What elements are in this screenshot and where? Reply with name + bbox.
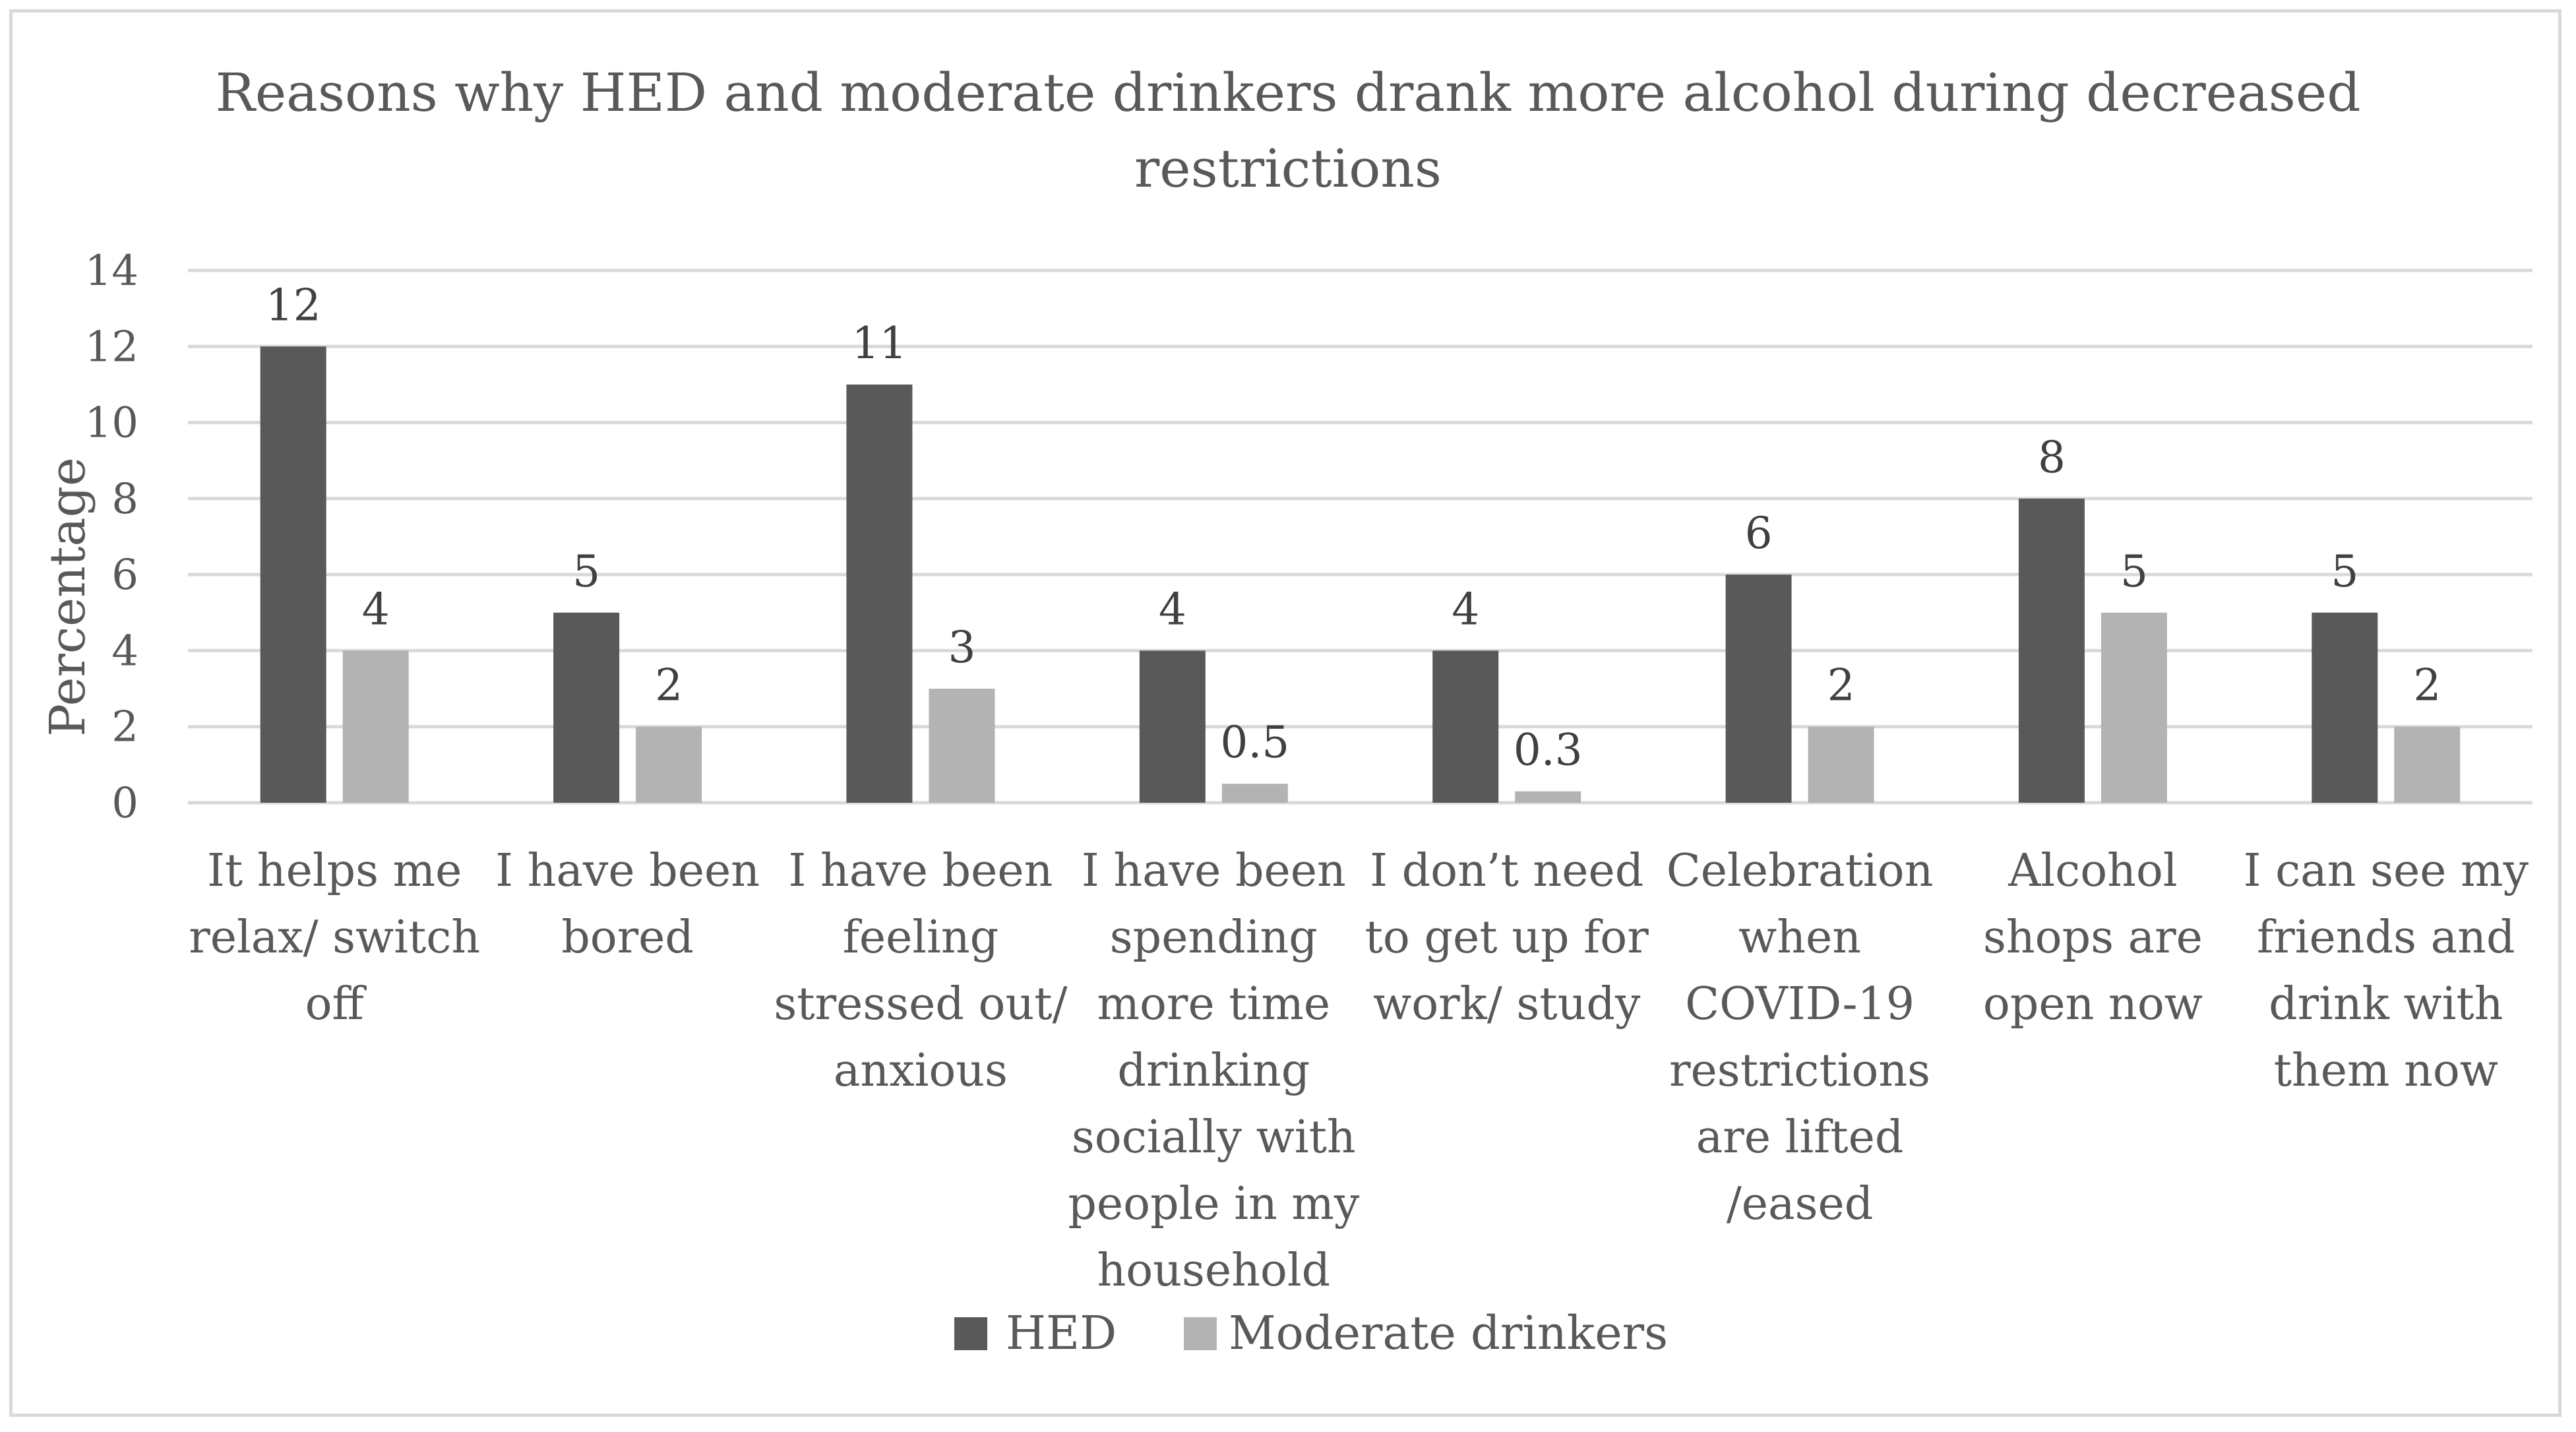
category-label-line: when	[1738, 912, 1861, 964]
data-label-moderate: 0.3	[1514, 725, 1583, 776]
bar-hed	[553, 612, 620, 803]
category-label-line: work/ study	[1373, 978, 1641, 1030]
legend: HED Moderate drinkers	[954, 1306, 1668, 1360]
y-tick-label: 14	[85, 247, 138, 296]
data-label-moderate: 2	[1827, 660, 1855, 711]
bar-moderate	[636, 726, 702, 803]
y-axis-title: Percentage	[40, 457, 96, 737]
y-tick-label: 2	[111, 703, 138, 752]
data-label-moderate: 2	[2413, 660, 2441, 711]
y-tick-label: 10	[85, 399, 138, 448]
y-tick-label: 6	[111, 551, 138, 600]
bar-moderate	[1221, 784, 1288, 803]
category-label-line: friends and	[2257, 912, 2515, 964]
chart-title: Reasons why HED and moderate drinkers dr…	[216, 62, 2361, 199]
y-tick-label: 0	[111, 779, 138, 828]
bars	[260, 346, 2461, 803]
y-tick-label: 12	[85, 323, 138, 371]
category-label-line: anxious	[834, 1045, 1008, 1097]
data-label-moderate: 3	[948, 622, 975, 673]
bar-hed	[2312, 612, 2378, 803]
category-label-line: drinking	[1117, 1045, 1310, 1097]
data-label-moderate: 0.5	[1220, 717, 1289, 768]
category-label-line: shops are	[1983, 912, 2203, 964]
category-label-line: Alcohol	[2008, 845, 2177, 897]
category-label-line: relax/ switch	[189, 912, 480, 964]
data-labels: 12 4 5 2 11 3 4 0.5 4 0.3 6 2 8 5 5 2	[266, 280, 2441, 775]
legend-label-moderate: Moderate drinkers	[1229, 1306, 1668, 1360]
data-label-hed: 11	[851, 318, 907, 369]
y-tick-label: 4	[111, 627, 138, 675]
category-label-line: stressed out/	[774, 978, 1067, 1030]
legend-swatch-moderate	[1184, 1317, 1217, 1350]
bar-hed	[1725, 575, 1792, 803]
category-label-line: off	[305, 978, 367, 1030]
bar-moderate	[2394, 726, 2461, 803]
bar-hed	[2018, 498, 2085, 803]
category-label-line: I have been	[495, 845, 760, 897]
data-label-moderate: 2	[655, 660, 683, 711]
legend-swatch-hed	[954, 1317, 987, 1350]
category-label-line: feeling	[843, 912, 998, 964]
legend-label-hed: HED	[1006, 1306, 1117, 1360]
category-label-line: them now	[2274, 1045, 2498, 1097]
data-label-hed: 8	[2038, 432, 2066, 483]
category-label-line: more time	[1097, 978, 1331, 1030]
category-label-line: It helps me	[207, 845, 462, 897]
category-label-line: I have been	[788, 845, 1053, 897]
data-label-hed: 5	[572, 546, 600, 597]
category-label-line: bored	[561, 912, 694, 964]
data-label-hed: 4	[1452, 584, 1479, 635]
bar-moderate	[2101, 612, 2167, 803]
data-label-hed: 12	[266, 280, 321, 330]
category-label-line: socially with	[1072, 1111, 1356, 1164]
y-tick-label: 8	[111, 475, 138, 524]
category-label-line: Celebration	[1667, 845, 1934, 897]
category-label-line: I can see my	[2244, 845, 2529, 897]
bar-hed	[260, 346, 326, 803]
category-labels: It helps me relax/ switch off I have been bo…	[189, 845, 2529, 1297]
category-label-line: people in my	[1068, 1178, 1359, 1230]
category-label-line: household	[1097, 1245, 1330, 1297]
data-label-moderate: 5	[2120, 546, 2148, 597]
gridlines	[188, 268, 2532, 805]
category-label-line: restrictions	[1669, 1045, 1930, 1097]
category-label-line: /eased	[1727, 1178, 1873, 1230]
data-label-hed: 4	[1159, 584, 1186, 635]
category-label-line: I don’t need	[1370, 845, 1643, 897]
data-label-hed: 5	[2331, 546, 2358, 597]
bar-moderate	[929, 689, 995, 803]
bar-hed	[1139, 650, 1206, 803]
bar-moderate	[1808, 726, 1874, 803]
y-axis-ticks: 0 2 4 6 8 10 12 14	[85, 247, 138, 828]
chart-title-line: restrictions	[1134, 138, 1442, 199]
bar-moderate	[342, 650, 409, 803]
category-label-line: COVID-19	[1685, 978, 1915, 1030]
category-label-line: open now	[1983, 978, 2203, 1030]
category-label-line: spending	[1110, 912, 1318, 964]
category-label-line: drink with	[2269, 978, 2503, 1030]
data-label-moderate: 4	[362, 584, 390, 635]
category-label-line: are lifted	[1696, 1111, 1904, 1164]
category-label-line: to get up for	[1365, 912, 1649, 964]
bar-hed	[846, 384, 913, 803]
bar-hed	[1432, 650, 1499, 803]
bar-moderate	[1515, 791, 1581, 803]
chart-title-line: Reasons why HED and moderate drinkers dr…	[216, 62, 2361, 123]
category-label-line: I have been	[1082, 845, 1346, 897]
data-label-hed: 6	[1745, 508, 1773, 559]
